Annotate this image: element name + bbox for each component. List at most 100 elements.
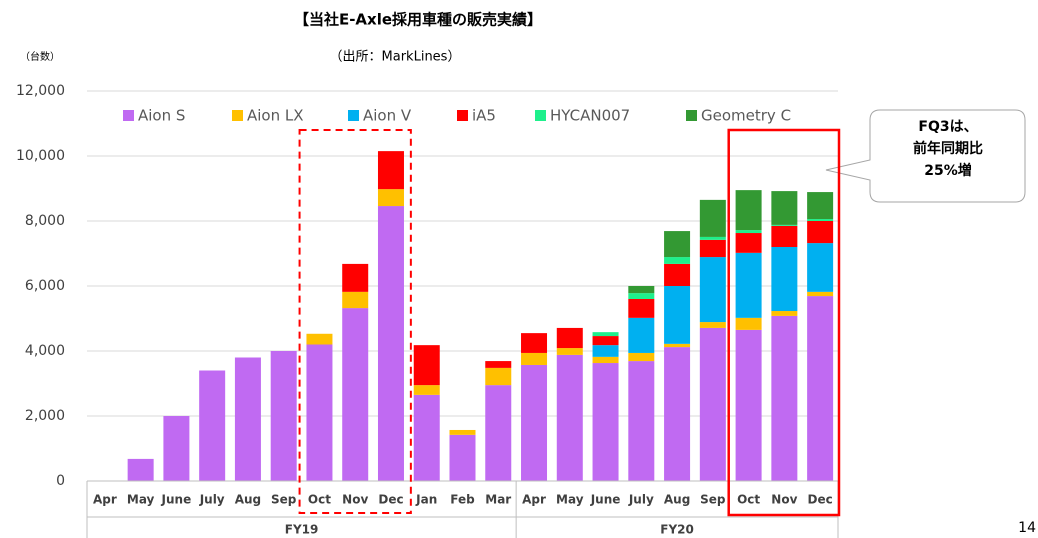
- bar-segment: [199, 370, 226, 481]
- bar-segment: [664, 286, 691, 344]
- legend-label: Aion S: [138, 107, 185, 125]
- bar-segment: [521, 364, 548, 481]
- bar-segment: [664, 343, 691, 348]
- bar-segment: [807, 243, 834, 292]
- bar-segment: [735, 190, 762, 231]
- bar-segment: [592, 356, 619, 364]
- legend-label: Geometry C: [701, 107, 791, 125]
- bar-segment: [771, 315, 798, 481]
- x-tick-label: Oct: [308, 493, 331, 507]
- subtitle: （出所：MarkLines）: [330, 50, 461, 65]
- page-number: 14: [1018, 520, 1036, 536]
- bar-segment: [664, 347, 691, 481]
- bar-segment: [807, 296, 834, 481]
- bar-segment: [377, 189, 404, 207]
- x-tick-label: July: [628, 493, 654, 507]
- bar-segment: [807, 221, 834, 244]
- legend-label: Aion V: [363, 107, 412, 125]
- bar-segment: [377, 206, 404, 482]
- x-tick-label: Dec: [378, 493, 403, 507]
- bar-segment: [807, 219, 834, 221]
- x-tick-label: Apr: [522, 493, 546, 507]
- legend-swatch: [123, 110, 134, 121]
- bar-segment: [521, 352, 548, 365]
- bar-segment: [735, 252, 762, 318]
- bar-segment: [485, 367, 512, 386]
- bar-segment: [306, 344, 333, 481]
- legend-swatch: [348, 110, 359, 121]
- x-tick-label: Apr: [93, 493, 117, 507]
- x-tick-label: Jan: [415, 493, 437, 507]
- bar-segment: [771, 311, 798, 316]
- bar-segment: [413, 345, 440, 386]
- group-label: FY20: [660, 523, 694, 537]
- bar-segment: [628, 361, 655, 481]
- y-tick-label: 12,000: [16, 83, 65, 99]
- bar-segment: [592, 336, 619, 346]
- bar-segment: [807, 192, 834, 220]
- y-tick-label: 4,000: [25, 343, 65, 359]
- bar-segment: [306, 333, 333, 345]
- x-tick-label: June: [590, 493, 621, 507]
- bar-segment: [127, 458, 154, 481]
- bar-segment: [413, 394, 440, 481]
- bar-segment: [628, 317, 655, 353]
- bar-segment: [628, 299, 655, 318]
- bar-segment: [270, 351, 297, 481]
- legend-label: iA5: [472, 107, 496, 125]
- y-tick-label: 8,000: [25, 213, 65, 229]
- annotation: FQ3は、: [918, 119, 977, 135]
- bar-segment: [449, 429, 476, 435]
- bar-segment: [628, 352, 655, 362]
- x-tick-label: June: [161, 493, 192, 507]
- bar-segment: [771, 191, 798, 225]
- highlight-box: [298, 129, 412, 514]
- callout: [825, 109, 1026, 203]
- bar-segment: [628, 293, 655, 299]
- legend-swatch: [457, 110, 468, 121]
- y-tick-label: 0: [56, 473, 65, 489]
- legend-label: Aion LX: [247, 107, 304, 125]
- legend-swatch: [232, 110, 243, 121]
- x-tick-label: May: [127, 493, 155, 507]
- legend-label: HYCAN007: [550, 107, 630, 125]
- bar-segment: [699, 236, 726, 240]
- bar-segment: [735, 230, 762, 234]
- chart-title: 【当社E-Axle採用車種の販売実績】: [294, 11, 542, 29]
- bar-segment: [699, 322, 726, 328]
- x-tick-label: Dec: [808, 493, 833, 507]
- bar-segment: [556, 327, 583, 349]
- bar-segment: [163, 416, 190, 481]
- legend-swatch: [686, 110, 697, 121]
- bar-segment: [628, 286, 655, 294]
- annotation: 25%増: [924, 162, 972, 179]
- bar-segment: [342, 263, 369, 292]
- highlight-box: [727, 128, 841, 517]
- x-tick-label: Aug: [235, 493, 261, 507]
- bar-segment: [556, 354, 583, 481]
- bar-segment: [342, 308, 369, 481]
- bar-segment: [664, 231, 691, 258]
- y-tick-label: 2,000: [25, 408, 65, 424]
- x-tick-label: Sep: [700, 493, 726, 507]
- annotation: 前年同期比: [913, 140, 983, 157]
- bar-segment: [413, 385, 440, 395]
- x-tick-label: Nov: [342, 493, 368, 507]
- bar-segment: [735, 233, 762, 253]
- x-tick-label: Feb: [450, 493, 475, 507]
- x-tick-label: Oct: [737, 493, 760, 507]
- y-tick-label: 10,000: [16, 148, 65, 164]
- bar-segment: [521, 333, 548, 353]
- bar-segment: [342, 291, 369, 309]
- bar-segment: [664, 263, 691, 286]
- bar-segment: [234, 357, 261, 481]
- bar-segment: [771, 225, 798, 247]
- x-tick-label: July: [199, 493, 225, 507]
- x-tick-label: May: [556, 493, 584, 507]
- bar-segment: [807, 291, 834, 297]
- x-tick-label: Mar: [485, 493, 511, 507]
- bar-segment: [699, 327, 726, 481]
- bar-segment: [664, 257, 691, 264]
- bar-segment: [592, 345, 619, 357]
- bar-segment: [592, 363, 619, 481]
